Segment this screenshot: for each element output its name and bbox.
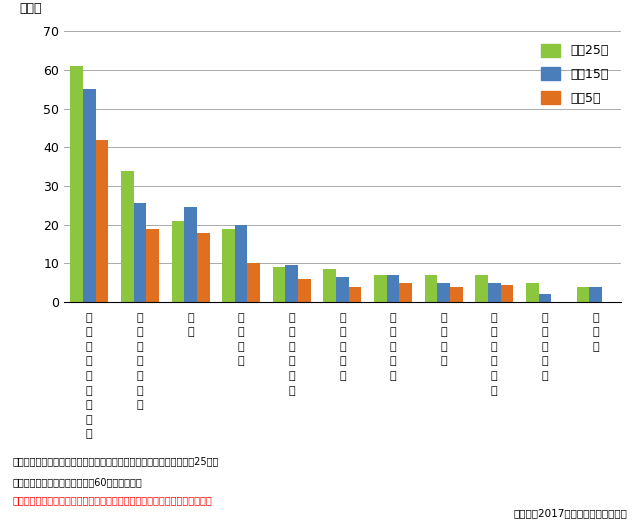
Text: ・: ・ bbox=[136, 342, 143, 352]
Text: 改: 改 bbox=[289, 371, 295, 381]
Text: 文: 文 bbox=[390, 356, 396, 366]
Text: の: の bbox=[592, 327, 599, 337]
Bar bbox=[374, 275, 387, 302]
Text: 育: 育 bbox=[541, 327, 548, 337]
Text: あ: あ bbox=[86, 415, 93, 425]
Text: 化: 化 bbox=[390, 371, 396, 381]
Bar bbox=[500, 285, 513, 302]
Text: 内閣府　2017年高齢者白書より作図: 内閣府 2017年高齢者白書より作図 bbox=[513, 508, 627, 518]
Bar bbox=[577, 287, 589, 302]
Text: し: し bbox=[86, 342, 93, 352]
Text: 活: 活 bbox=[289, 327, 295, 337]
Text: 齢: 齢 bbox=[491, 327, 497, 337]
Bar bbox=[488, 283, 500, 302]
Bar bbox=[399, 283, 412, 302]
Text: 産: 産 bbox=[339, 327, 346, 337]
Text: 管: 管 bbox=[440, 342, 447, 352]
Text: 趣: 趣 bbox=[188, 313, 194, 322]
Text: （注２）　＊は、調査時に選択肢がないなどで、データが存在しないもの。: （注２） ＊は、調査時に選択肢がないなどで、データが存在しないもの。 bbox=[13, 495, 212, 505]
Text: 子: 子 bbox=[541, 313, 548, 322]
Bar bbox=[248, 264, 260, 302]
Bar bbox=[147, 229, 159, 302]
Bar bbox=[349, 287, 362, 302]
Text: 高: 高 bbox=[491, 313, 497, 322]
Bar bbox=[425, 275, 437, 302]
Bar bbox=[121, 170, 134, 302]
Text: 援: 援 bbox=[541, 371, 548, 381]
Text: 康: 康 bbox=[136, 327, 143, 337]
Bar bbox=[70, 66, 83, 302]
Text: 安: 安 bbox=[440, 313, 447, 322]
Text: 援: 援 bbox=[491, 386, 497, 395]
Text: 教: 教 bbox=[390, 313, 396, 322]
Text: 行: 行 bbox=[238, 342, 244, 352]
Text: 支: 支 bbox=[491, 371, 497, 381]
Text: 就: 就 bbox=[339, 356, 346, 366]
Text: る: る bbox=[86, 429, 93, 439]
Text: 者: 者 bbox=[491, 342, 497, 352]
Text: 域: 域 bbox=[238, 327, 244, 337]
Text: 事: 事 bbox=[238, 356, 244, 366]
Text: そ: そ bbox=[592, 313, 599, 322]
Text: 支: 支 bbox=[541, 356, 548, 366]
Text: （注１）　調査対象は、全国の60歳以上の男女: （注１） 調査対象は、全国の60歳以上の男女 bbox=[13, 477, 143, 487]
Text: ー: ー bbox=[136, 386, 143, 395]
Text: 資料：内閣府「高齢者の地域社会への参加に関する意識調査」（平成25年）: 資料：内閣府「高齢者の地域社会への参加に関する意識調査」（平成25年） bbox=[13, 456, 219, 466]
Text: ・: ・ bbox=[390, 342, 396, 352]
Bar bbox=[387, 275, 399, 302]
Bar bbox=[476, 275, 488, 302]
Text: 他: 他 bbox=[592, 342, 599, 352]
Bar bbox=[134, 204, 147, 302]
Bar bbox=[437, 283, 450, 302]
Text: 健: 健 bbox=[136, 313, 143, 322]
Bar bbox=[298, 279, 311, 302]
Text: 生: 生 bbox=[289, 313, 295, 322]
Bar bbox=[450, 287, 463, 302]
Text: 理: 理 bbox=[440, 356, 447, 366]
Bar bbox=[184, 207, 197, 302]
Text: 参: 参 bbox=[86, 313, 93, 322]
Bar bbox=[589, 287, 602, 302]
Text: 加: 加 bbox=[86, 327, 93, 337]
Text: 地: 地 bbox=[238, 313, 244, 322]
Text: ポ: ポ bbox=[136, 371, 143, 381]
Bar bbox=[323, 269, 336, 302]
Text: こ: こ bbox=[86, 371, 93, 381]
Legend: 平成25年, 平成15年, 平成5年: 平成25年, 平成15年, 平成5年 bbox=[535, 38, 614, 111]
Bar bbox=[285, 265, 298, 302]
Bar bbox=[172, 221, 184, 302]
Text: （％）: （％） bbox=[19, 2, 42, 15]
Bar bbox=[197, 232, 209, 302]
Text: ・: ・ bbox=[339, 342, 346, 352]
Text: て: て bbox=[541, 342, 548, 352]
Text: 善: 善 bbox=[289, 386, 295, 395]
Text: 育: 育 bbox=[390, 327, 396, 337]
Bar bbox=[235, 225, 248, 302]
Text: ツ: ツ bbox=[136, 400, 143, 410]
Bar bbox=[526, 283, 538, 302]
Text: 生: 生 bbox=[339, 313, 346, 322]
Text: 全: 全 bbox=[440, 327, 447, 337]
Bar bbox=[336, 277, 349, 302]
Text: が: が bbox=[86, 400, 93, 410]
Text: 境: 境 bbox=[289, 356, 295, 366]
Text: 環: 環 bbox=[289, 342, 295, 352]
Bar bbox=[222, 229, 235, 302]
Bar bbox=[83, 89, 95, 302]
Text: た: た bbox=[86, 356, 93, 366]
Bar bbox=[95, 140, 108, 302]
Text: ス: ス bbox=[136, 356, 143, 366]
Text: 業: 業 bbox=[339, 371, 346, 381]
Bar bbox=[273, 267, 285, 302]
Bar bbox=[538, 294, 551, 302]
Text: と: と bbox=[86, 386, 93, 395]
Text: 味: 味 bbox=[188, 327, 194, 337]
Text: の: の bbox=[491, 356, 497, 366]
